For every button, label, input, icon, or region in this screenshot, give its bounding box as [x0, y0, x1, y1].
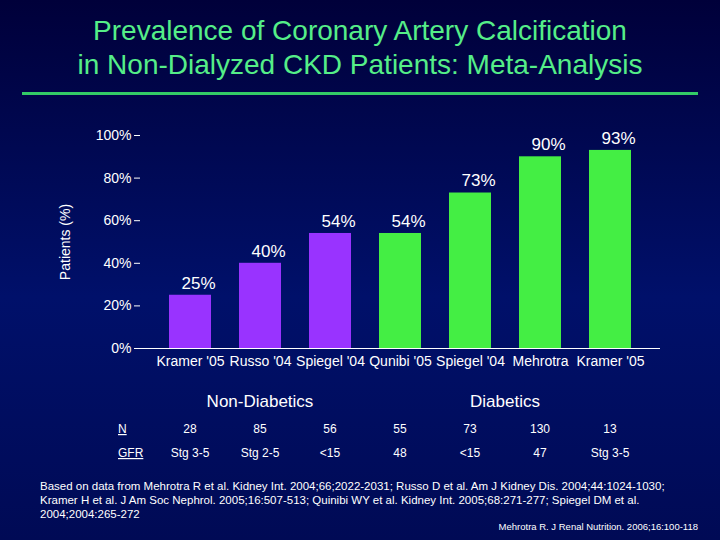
svg-text:25%: 25% — [181, 274, 215, 293]
svg-text:Diabetics: Diabetics — [470, 392, 540, 411]
svg-text:Kramer '05: Kramer '05 — [576, 353, 644, 369]
svg-text:90%: 90% — [531, 135, 565, 154]
svg-text:47: 47 — [533, 446, 547, 460]
svg-text:130: 130 — [530, 422, 550, 436]
svg-text:28: 28 — [183, 422, 197, 436]
svg-text:73%: 73% — [461, 171, 495, 190]
svg-text:N: N — [118, 422, 127, 436]
html-text:in Non-Dialyzed CKD Patients:: in Non-Dialyzed CKD Patients: Meta-Analy… — [77, 49, 643, 80]
svg-text:Qunibi '05: Qunibi '05 — [369, 353, 432, 369]
svg-text:Stg 3-5: Stg 3-5 — [171, 446, 210, 460]
svg-text:20%: 20% — [103, 297, 131, 313]
svg-text:0%: 0% — [111, 340, 131, 356]
html-text:Prevalence of Coronary Artery: Prevalence of Coronary Artery Calcificat… — [93, 15, 627, 46]
svg-text:40%: 40% — [103, 255, 131, 271]
html-text:Mehrotra R. J Renal Nutrition.: Mehrotra R. J Renal Nutrition. 2006;16:1… — [498, 521, 698, 532]
svg-text:60%: 60% — [103, 212, 131, 228]
svg-text:Russo '04: Russo '04 — [230, 353, 292, 369]
svg-text:13: 13 — [603, 422, 617, 436]
svg-text:Patients (%): Patients (%) — [57, 204, 73, 280]
svg-text:Stg 2-5: Stg 2-5 — [241, 446, 280, 460]
svg-text:<15: <15 — [460, 446, 481, 460]
svg-text:48: 48 — [393, 446, 407, 460]
svg-text:55: 55 — [393, 422, 407, 436]
svg-text:Spiegel '04: Spiegel '04 — [436, 353, 505, 369]
svg-text:<15: <15 — [320, 446, 341, 460]
svg-text:Kramer '05: Kramer '05 — [156, 353, 224, 369]
svg-text:Stg 3-5: Stg 3-5 — [591, 446, 630, 460]
svg-text:80%: 80% — [103, 170, 131, 186]
svg-text:40%: 40% — [251, 242, 285, 261]
svg-text:56: 56 — [323, 422, 337, 436]
svg-text:100%: 100% — [96, 127, 132, 143]
svg-text:GFR: GFR — [118, 446, 144, 460]
svg-text:Mehrotra: Mehrotra — [512, 353, 568, 369]
svg-text:54%: 54% — [321, 212, 355, 231]
svg-text:Non-Diabetics: Non-Diabetics — [207, 392, 314, 411]
svg-text:93%: 93% — [601, 129, 635, 148]
svg-text:Spiegel '04: Spiegel '04 — [296, 353, 365, 369]
svg-text:85: 85 — [253, 422, 267, 436]
svg-text:54%: 54% — [391, 212, 425, 231]
html-text:Based on data from Mehrotra R: Based on data from Mehrotra R et al. Kid… — [40, 480, 665, 520]
svg-text:73: 73 — [463, 422, 477, 436]
